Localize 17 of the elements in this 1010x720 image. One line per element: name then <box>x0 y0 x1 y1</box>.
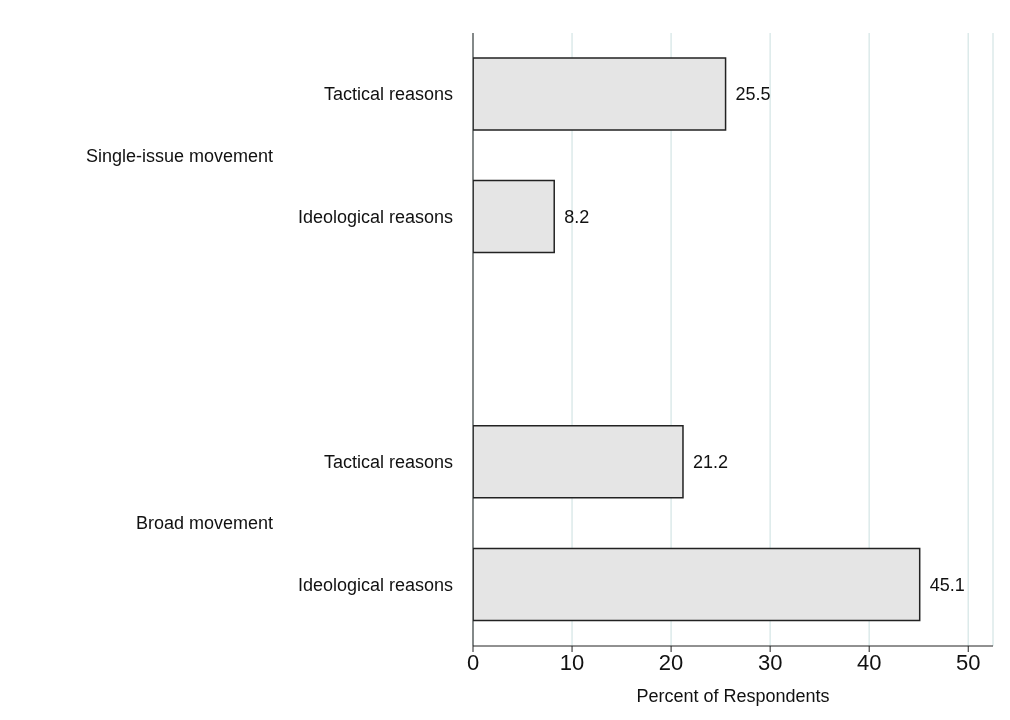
data-label: 25.5 <box>735 84 771 105</box>
y-tick-label: Ideological reasons <box>297 206 453 227</box>
x-axis-title: Percent of Respondents <box>636 686 830 706</box>
x-tick-label: 40 <box>856 649 882 675</box>
y-tick-label: Tactical reasons <box>323 84 453 105</box>
x-tick-label: 10 <box>559 649 585 675</box>
data-label: 45.1 <box>929 574 965 595</box>
x-tick-label: 30 <box>757 649 783 675</box>
y-tick-label: Tactical reasons <box>323 452 453 473</box>
x-tick-label: 50 <box>956 649 981 675</box>
text: Broad movement <box>135 512 273 535</box>
text: Single-issue movement <box>85 144 273 167</box>
data-label: 8.2 <box>564 206 590 227</box>
y-tick-label: Ideological reasons <box>297 574 453 595</box>
x-tick-label: 20 <box>658 649 684 675</box>
data-label: 21.2 <box>692 452 729 473</box>
x-tick-label: 0 <box>466 649 480 675</box>
